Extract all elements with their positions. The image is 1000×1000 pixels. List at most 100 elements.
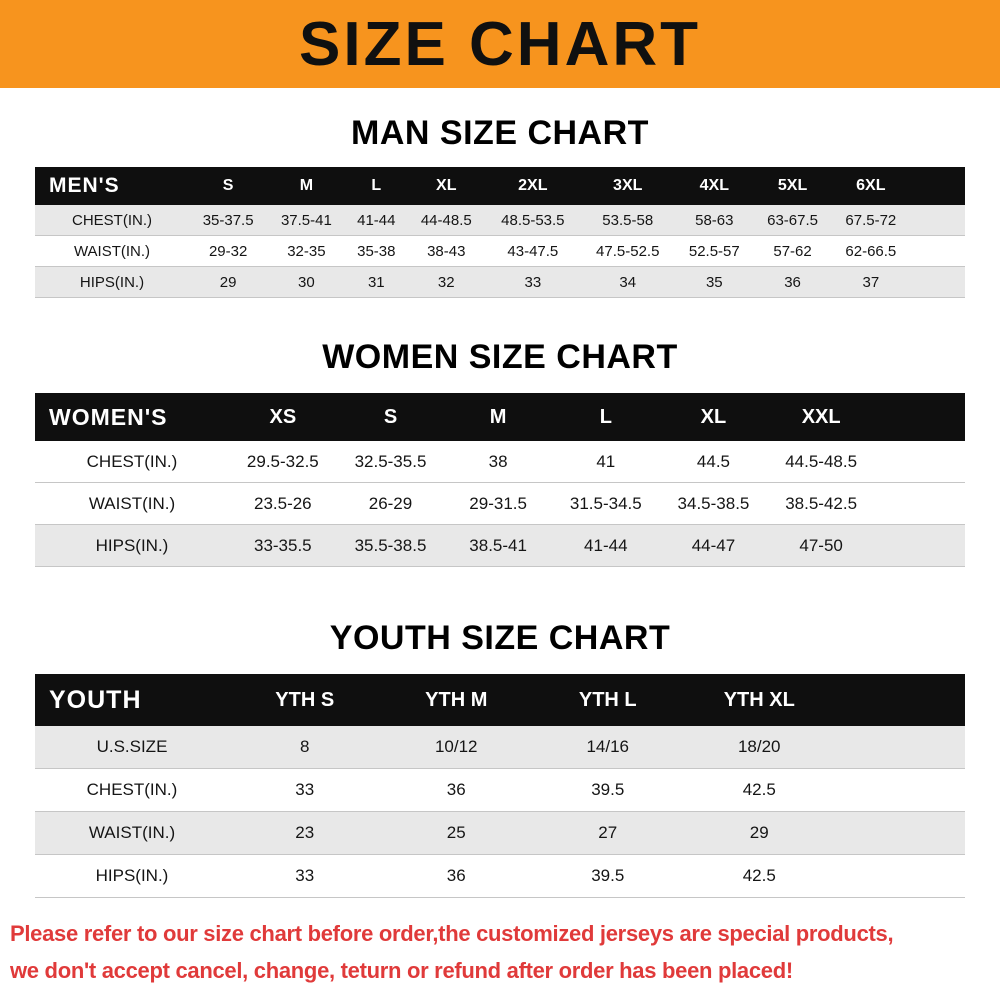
size-column-header: XS [229,393,337,441]
size-value-cell: 38.5-41 [469,535,527,555]
table-header-row: MEN'S S M L XL 2XL 3XL 4XL 5XL 6XL [35,167,965,205]
size-value-cell: 10/12 [434,737,478,756]
row-filler-cell [835,726,965,769]
measurement-row: CHEST(IN.) 29.5-32.5 32.5-35.5 38 41 44.5 44.5… [35,441,965,483]
size-value-cell: 18/20 [737,737,781,756]
size-value-cell: 38-43 [427,242,466,260]
size-column-header: L [345,167,408,205]
size-value-cell: 31.5-34.5 [569,493,642,513]
size-value-cell: 41-44 [357,211,396,229]
row-filler-cell [835,855,965,898]
size-value-cell: 42.5 [742,780,776,799]
size-value-cell: 44.5-48.5 [785,451,858,471]
table-title-cell: MEN'S [35,167,189,205]
measurement-row: CHEST(IN.) 35-37.5 37.5-41 41-44 44-48.5 48.5… [35,205,965,236]
size-value-cell: 33 [524,273,542,291]
size-value-cell: 41 [596,451,616,471]
measurement-row: HIPS(IN.) 33-35.5 35.5-38.5 38.5-41 41-44 44-… [35,524,965,567]
row-filler-cell [835,769,965,812]
size-value-cell: 39.5 [591,780,625,799]
size-value-cell: 36 [784,273,801,291]
size-value-cell: 62-66.5 [845,242,897,260]
measurement-row: U.S.SIZE 8 10/12 14/16 18/20 [35,726,965,769]
size-value-cell: 29 [219,273,237,291]
banner: SIZE CHART [0,0,1000,88]
women-section-heading: WOMEN SIZE CHART [322,338,678,376]
disclaimer: Please refer to our size chart before or… [0,916,1000,990]
header-filler-cell [875,393,965,441]
size-value-cell: 43-47.5 [507,242,559,260]
size-value-cell: 33 [295,866,315,885]
size-value-cell: 37.5-41 [280,211,332,229]
men-section-heading: MAN SIZE CHART [351,114,649,152]
row-filler-cell [910,267,965,298]
youth-section-heading: YOUTH SIZE CHART [329,619,671,657]
row-filler-cell [910,205,965,236]
row-filler-cell [910,236,965,267]
measurement-row: WAIST(IN.) 29-32 32-35 35-38 38-43 43-47.5 47.… [35,236,965,267]
size-column-header: S [336,393,445,441]
size-value-cell: 8 [300,737,310,756]
measurement-row: WAIST(IN.) 23.5-26 26-29 29-31.5 31.5-34.5 34… [35,483,965,525]
size-value-cell: 32 [437,273,455,291]
size-value-cell: 58-63 [695,211,734,229]
size-value-cell: 35-38 [357,242,396,260]
row-label-cell: CHEST(IN.) [86,780,178,799]
size-value-cell: 26-29 [368,493,413,513]
size-value-cell: 23 [295,823,315,842]
size-column-header: M [267,167,346,205]
table-header-row: YOUTH YTH S YTH M YTH L YTH XL [35,674,965,726]
size-value-cell: 36 [446,780,466,799]
size-value-cell: 67.5-72 [845,211,897,229]
row-filler-cell [875,483,965,525]
size-value-cell: 38 [488,451,508,471]
size-value-cell: 52.5-57 [688,242,740,260]
size-value-cell: 34.5-38.5 [677,493,750,513]
size-value-cell: 34 [619,273,637,291]
row-label-cell: WAIST(IN.) [88,493,176,513]
size-value-cell: 31 [367,273,385,291]
row-filler-cell [835,812,965,855]
size-value-cell: 42.5 [742,866,776,885]
size-value-cell: 27 [598,823,618,842]
size-column-header: 2XL [485,167,581,205]
size-value-cell: 48.5-53.5 [501,211,565,229]
size-column-header: XL [407,167,486,205]
disclaimer-line-1: Please refer to our size chart before or… [10,921,894,946]
main-title: SIZE CHART [299,9,701,79]
table-header-row: WOMEN'S XS S M L XL XXL [35,393,965,441]
row-label-cell: HIPS(IN.) [95,866,169,885]
row-label-cell: CHEST(IN.) [86,451,178,471]
size-value-cell: 30 [298,273,315,291]
size-value-cell: 39.5 [591,866,625,885]
size-column-header: M [444,393,552,441]
size-value-cell: 35-37.5 [202,211,254,229]
size-value-cell: 14/16 [586,737,630,756]
women-size-table: WOMEN'S XS S M L XL XXL CHEST(IN.) 29.5-32.5 32.5… [35,393,965,567]
table-title-cell: YOUTH [35,674,229,726]
disclaimer-line-2: we don't accept cancel, change, teturn o… [10,957,793,983]
size-value-cell: 41-44 [584,535,628,555]
size-column-header: XL [659,393,768,441]
size-column-header: YTH S [229,674,381,726]
row-label-cell: WAIST(IN.) [88,823,176,842]
header-filler-cell [835,674,965,726]
size-value-cell: 63-67.5 [767,211,818,229]
size-value-cell: 44-47 [691,535,736,555]
men-size-table: MEN'S S M L XL 2XL 3XL 4XL 5XL 6XL CHEST(IN.) 35-37… [35,167,965,298]
size-column-header: L [551,393,660,441]
size-column-header: 5XL [753,167,832,205]
size-column-header: XXL [767,393,875,441]
size-column-header: YTH XL [683,674,835,726]
size-value-cell: 47.5-52.5 [596,242,660,260]
size-column-header: YTH L [532,674,684,726]
size-value-cell: 25 [446,823,466,842]
header-filler-cell [910,167,965,205]
size-value-cell: 23.5-26 [253,493,312,513]
row-filler-cell [875,441,965,483]
measurement-row: HIPS(IN.) 29 30 31 32 33 34 35 36 37 [35,266,965,298]
size-column-header: 4XL [675,167,754,205]
row-label-cell: CHEST(IN.) [72,211,152,229]
size-value-cell: 32.5-35.5 [354,451,427,471]
